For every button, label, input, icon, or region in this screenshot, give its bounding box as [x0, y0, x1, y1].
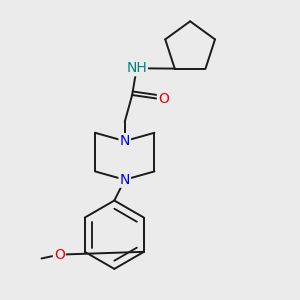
Text: NH: NH [126, 61, 147, 75]
Text: N: N [119, 173, 130, 187]
Text: O: O [54, 248, 65, 262]
Text: N: N [119, 134, 130, 148]
Text: O: O [158, 92, 169, 106]
